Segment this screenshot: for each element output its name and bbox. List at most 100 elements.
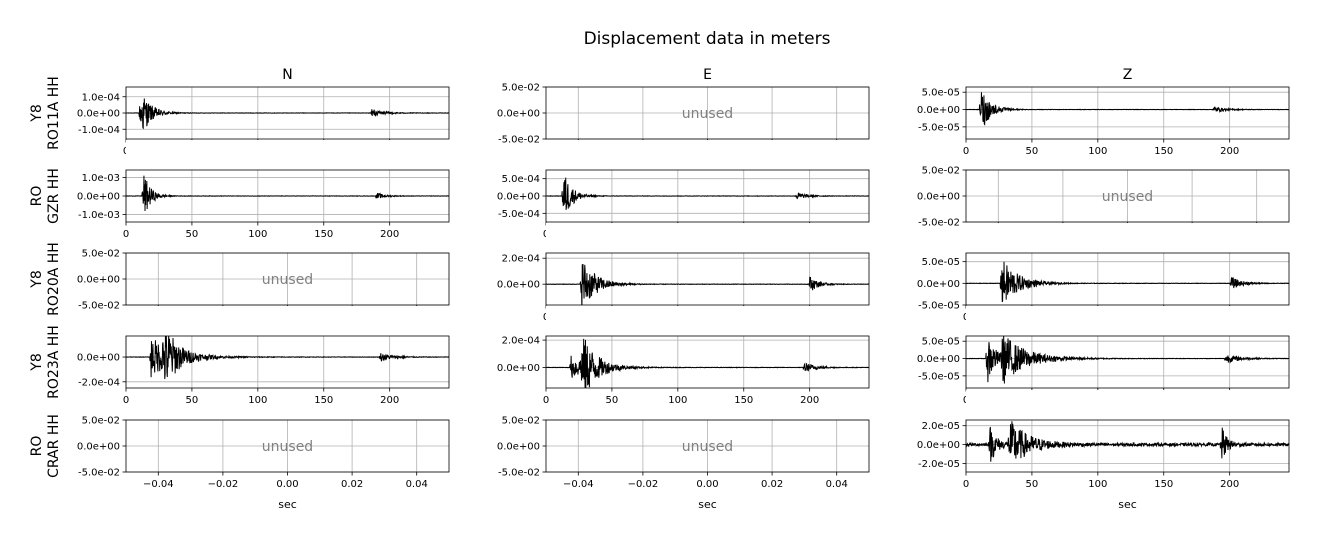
y-tick-label: -5.0e-02 — [498, 135, 540, 146]
y-tick-label: -1.0e-03 — [78, 210, 120, 221]
unused-label: unused — [1102, 189, 1153, 205]
mask — [126, 388, 449, 418]
y-tick-label: 0.0e+00 — [77, 275, 120, 286]
y-tick-label: 0.0e+00 — [497, 109, 540, 120]
x-tick-label: 100 — [1088, 479, 1107, 490]
x-tick-label: 100 — [1088, 146, 1107, 157]
x-tick-label: 200 — [800, 395, 819, 406]
row-label-4: RO CRAR HH — [29, 414, 62, 478]
x-tick-label: 0 — [963, 146, 969, 157]
x-tick-label: −0.02 — [208, 479, 239, 490]
row-network: Y8 — [29, 270, 45, 288]
axes-frame — [545, 252, 870, 306]
trace-r3c1 — [545, 338, 870, 392]
x-tick-label: 50 — [1026, 146, 1039, 157]
row-station: GZR HH — [46, 168, 62, 224]
y-tick-label: 0.0e+00 — [497, 363, 540, 374]
x-tick-label: 0 — [543, 395, 549, 406]
row-network: Y8 — [29, 104, 45, 122]
x-tick-label: 50 — [186, 229, 199, 240]
x-tick-label: 0.04 — [406, 479, 428, 490]
mask — [126, 140, 449, 170]
y-tick-label: 5.0e-05 — [922, 337, 960, 348]
unused-label: unused — [682, 439, 733, 455]
x-tick-label: 0.04 — [826, 479, 848, 490]
x-tick-label: 50 — [606, 395, 619, 406]
y-tick-label: -2.0e-05 — [918, 459, 960, 470]
column-title-N: N — [282, 67, 292, 83]
y-tick-label: 5.0e-02 — [922, 166, 960, 177]
mask — [966, 306, 1289, 336]
y-tick-label: 0.0e+00 — [77, 442, 120, 453]
mask — [966, 223, 1289, 253]
figure-title: Displacement data in meters — [584, 29, 831, 49]
mask — [126, 57, 449, 87]
x-tick-label: 100 — [668, 395, 687, 406]
row-station: RO11A HH — [46, 76, 62, 150]
axes-frame — [965, 252, 1290, 306]
x-tick-label: 0.00 — [696, 479, 718, 490]
y-tick-label: 0.0e+00 — [917, 192, 960, 203]
mask — [546, 223, 869, 253]
row-network: RO — [29, 186, 45, 207]
trace-r4c2 — [965, 421, 1290, 462]
y-tick-label: -5.0e-05 — [918, 371, 960, 382]
mask — [126, 222, 449, 252]
row-label-1: RO GZR HH — [29, 168, 62, 224]
row-station: RO23A HH — [46, 325, 62, 399]
x-tick-label: 0.00 — [276, 479, 298, 490]
x-tick-label: −0.04 — [563, 479, 594, 490]
x-tick-label: 0 — [123, 229, 129, 240]
y-tick-label: 5.0e-02 — [502, 83, 540, 94]
y-tick-label: -5.0e-05 — [918, 122, 960, 133]
y-tick-label: -5.0e-02 — [498, 468, 540, 479]
y-tick-label: 2.0e-05 — [922, 421, 960, 432]
y-tick-label: 0.0e+00 — [917, 105, 960, 116]
column-title-E: E — [703, 67, 712, 83]
y-tick-label: 5.0e-02 — [82, 416, 120, 427]
axes-frame — [965, 86, 1290, 140]
x-axis-label: sec — [278, 498, 297, 511]
mask — [966, 390, 1289, 420]
panel-r4c0: unused −0.04 −0.02 0.00 0.02 0.04 5.0e-02 0.0e+… — [77, 416, 450, 511]
x-tick-label: 200 — [1220, 479, 1239, 490]
y-tick-label: 0.0e+00 — [497, 280, 540, 291]
panel-r4c2: 0 50 100 150 200 2.0e-05 0.0e+00 -2.0e-05 sec — [917, 390, 1290, 511]
panel-r3c1: 0 50 100 150 200 2.0e-04 0.0e+00 — [497, 306, 870, 418]
x-tick-label: 0 — [963, 479, 969, 490]
x-tick-label: 0.02 — [761, 479, 783, 490]
x-tick-label: 0.02 — [341, 479, 363, 490]
panel-r3c0: 0 50 100 150 200 0.0e+00 -2.0e-04 — [77, 306, 450, 418]
y-tick-label: 0.0e+00 — [917, 354, 960, 365]
unused-label: unused — [262, 439, 313, 455]
y-tick-label: 5.0e-02 — [502, 416, 540, 427]
row-label-2: Y8 RO20A HH — [29, 242, 62, 316]
mask — [126, 306, 449, 336]
unused-label: unused — [262, 272, 313, 288]
panel-r1c0: 0 50 100 150 200 1.0e-03 0.0e+00 -1.0e-03 — [77, 140, 450, 252]
mask — [546, 306, 869, 336]
unused-label: unused — [682, 106, 733, 122]
y-tick-label: 0.0e+00 — [77, 353, 120, 364]
x-tick-label: 0 — [123, 395, 129, 406]
trace-r2c1 — [546, 264, 870, 313]
x-axis-label: sec — [698, 498, 717, 511]
y-tick-label: 0.0e+00 — [917, 440, 960, 451]
row-network: Y8 — [29, 353, 45, 371]
y-tick-label: 5.0e-05 — [922, 88, 960, 99]
mask — [966, 139, 1289, 169]
trace-r0c2 — [965, 92, 1290, 126]
column-title-Z: Z — [1123, 67, 1133, 83]
y-tick-label: 2.0e-04 — [502, 336, 540, 347]
x-tick-label: 50 — [1026, 479, 1039, 490]
x-tick-label: 150 — [314, 395, 333, 406]
y-tick-label: 0.0e+00 — [497, 192, 540, 203]
y-tick-label: -1.0e-04 — [78, 125, 120, 136]
x-axis-label: sec — [1118, 498, 1137, 511]
y-tick-label: -5.0e-02 — [78, 468, 120, 479]
trace-r3c0 — [125, 330, 450, 380]
x-tick-label: 50 — [186, 395, 199, 406]
axes-frame — [965, 419, 1290, 473]
panel-r4c1: unused −0.04 −0.02 0.00 0.02 0.04 5.0e-02 0.0e+… — [497, 416, 870, 511]
